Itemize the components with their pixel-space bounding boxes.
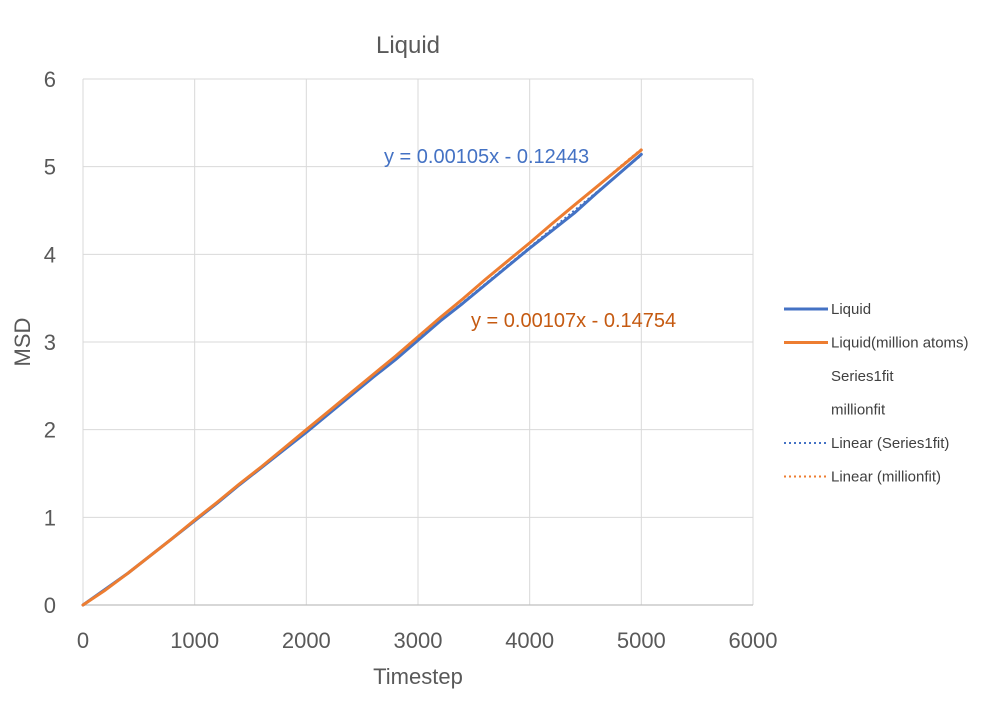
y-tick-label-5: 5 [44, 155, 56, 180]
x-tick-label-1: 1000 [170, 628, 219, 653]
x-tick-label-4: 4000 [505, 628, 554, 653]
legend-label-linear-millionfit: Linear (millionfit) [831, 469, 941, 486]
legend: Liquid Liquid(million atoms) Series1fit mil… [784, 301, 969, 486]
legend-label-linear-series1fit: Linear (Series1fit) [831, 435, 949, 452]
trendline-equation-millionfit: y = 0.00107x - 0.14754 [471, 310, 676, 332]
y-tick-label-3: 3 [44, 330, 56, 355]
x-tick-label-6: 6000 [729, 628, 778, 653]
y-tick-label-0: 0 [44, 593, 56, 618]
y-tick-label-4: 4 [44, 242, 56, 267]
y-axis-title: MSD [10, 318, 35, 367]
series-line-linear-millionfit [417, 148, 642, 338]
series-lines [81, 148, 643, 607]
trendline-equation-series1fit: y = 0.00105x - 0.12443 [384, 146, 589, 168]
legend-label-millionfit: millionfit [831, 402, 886, 419]
y-tick-label-2: 2 [44, 418, 56, 443]
y-tick-label-1: 1 [44, 505, 56, 530]
chart-title: Liquid [376, 32, 440, 59]
x-tick-label-5: 5000 [617, 628, 666, 653]
x-tick-label-0: 0 [77, 628, 89, 653]
x-tick-label-2: 2000 [282, 628, 331, 653]
y-tick-label-6: 6 [44, 67, 56, 92]
gridlines [82, 78, 754, 606]
legend-label-liquid: Liquid [831, 301, 871, 318]
tick-labels: 0 1000 2000 3000 4000 5000 6000 0 1 2 3 4 5 6 [44, 67, 778, 653]
series-line-linear-series1fit [417, 154, 642, 341]
legend-label-liquid-million-atoms: Liquid(million atoms) [831, 335, 969, 352]
legend-label-series1fit: Series1fit [831, 368, 894, 385]
x-axis-title: Timestep [373, 664, 463, 689]
x-tick-label-3: 3000 [394, 628, 443, 653]
